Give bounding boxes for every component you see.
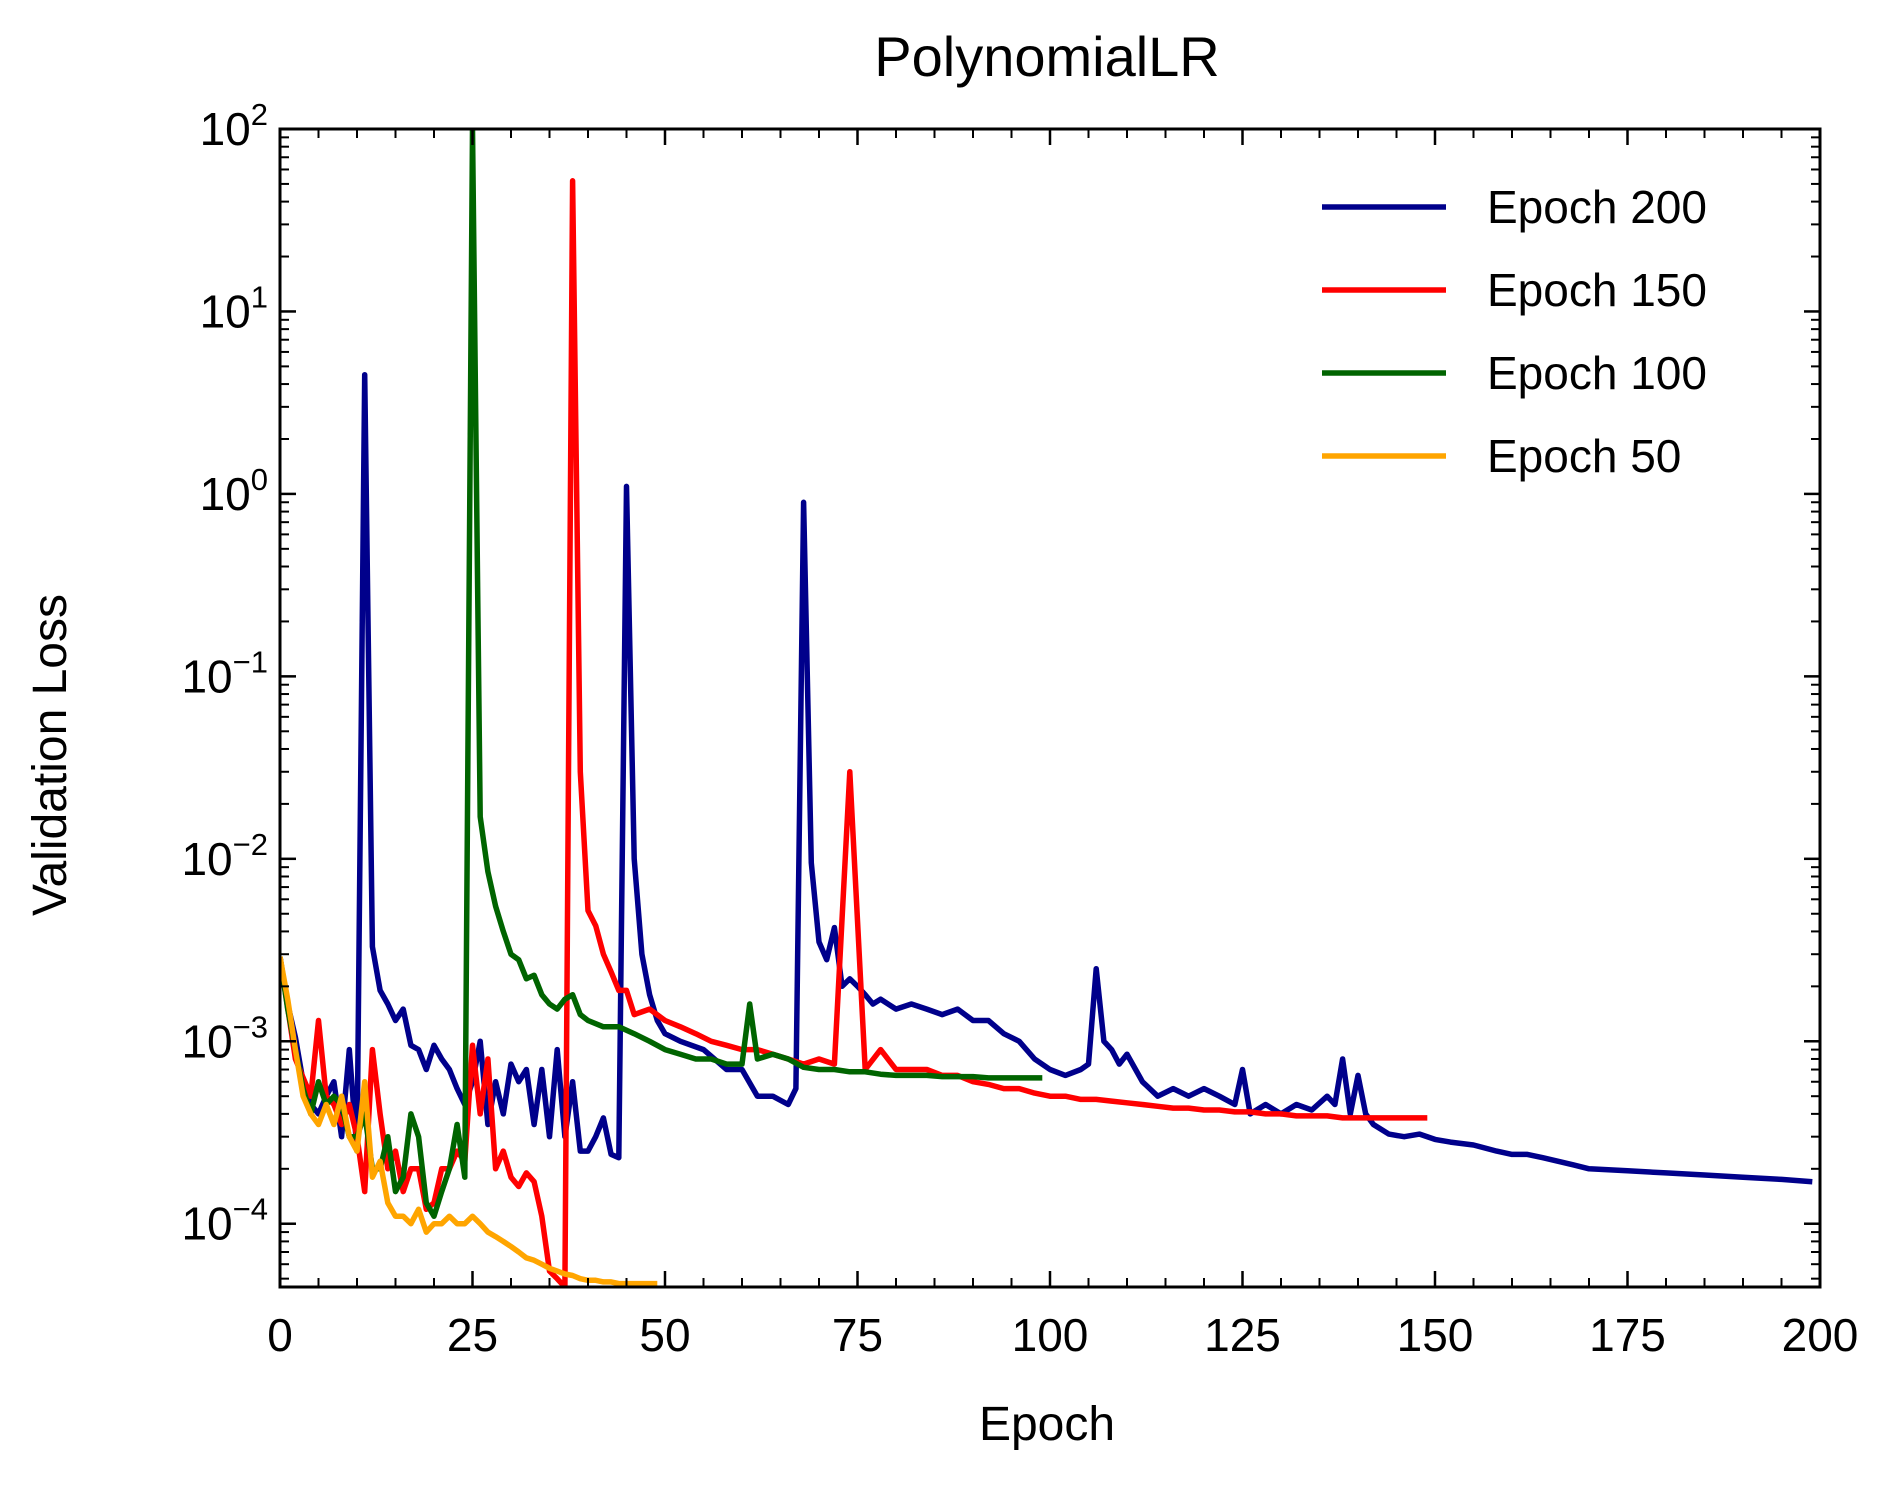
series-line-epoch-100 bbox=[280, 129, 1043, 1219]
legend-label-epoch-150: Epoch 150 bbox=[1487, 264, 1707, 316]
y-tick-label: 102 bbox=[200, 97, 268, 155]
x-tick-label: 100 bbox=[1012, 1309, 1089, 1361]
legend: Epoch 200 Epoch 150 Epoch 100 Epoch 50 bbox=[1322, 181, 1707, 482]
y-tick-exponent: −3 bbox=[233, 1009, 268, 1044]
x-tick-label: 25 bbox=[447, 1309, 498, 1361]
chart-title: PolynomialLR bbox=[874, 25, 1220, 88]
x-tick-label: 50 bbox=[639, 1309, 690, 1361]
x-tick-label: 200 bbox=[1782, 1309, 1859, 1361]
y-tick-base: 10 bbox=[181, 1015, 232, 1067]
x-tick-label: 150 bbox=[1397, 1309, 1474, 1361]
y-tick-base: 10 bbox=[200, 285, 251, 337]
x-axis-label: Epoch bbox=[979, 1398, 1115, 1451]
y-tick-exponent: 1 bbox=[251, 279, 268, 314]
series-line-epoch-50 bbox=[280, 956, 658, 1287]
y-tick-label: 10−2 bbox=[181, 827, 268, 885]
y-tick-label: 101 bbox=[200, 279, 268, 337]
y-tick-base: 10 bbox=[200, 103, 251, 155]
y-tick-label: 100 bbox=[200, 462, 268, 520]
x-tick-label: 0 bbox=[267, 1309, 293, 1361]
y-tick-base: 10 bbox=[181, 1198, 232, 1250]
y-tick-base: 10 bbox=[181, 833, 232, 885]
legend-label-epoch-50: Epoch 50 bbox=[1487, 430, 1681, 482]
x-tick-label: 75 bbox=[832, 1309, 883, 1361]
y-tick-label: 10−1 bbox=[181, 644, 268, 702]
y-tick-label: 10−3 bbox=[181, 1009, 268, 1067]
y-tick-exponent: −2 bbox=[233, 827, 268, 862]
y-tick-exponent: 0 bbox=[251, 462, 268, 497]
series-lines bbox=[280, 129, 1813, 1287]
series-line-epoch-150 bbox=[280, 178, 1428, 1287]
y-axis-label: Validation Loss bbox=[24, 594, 77, 916]
series-line-epoch-200 bbox=[280, 371, 1813, 1185]
plot-area: 0 25 50 75 100 125 150 175 20010−410−310−210−110… bbox=[181, 97, 1858, 1361]
x-tick-label: 125 bbox=[1204, 1309, 1281, 1361]
y-tick-label: 10−4 bbox=[181, 1192, 268, 1250]
y-tick-exponent: −1 bbox=[233, 644, 268, 679]
legend-label-epoch-100: Epoch 100 bbox=[1487, 347, 1707, 399]
y-tick-exponent: −4 bbox=[233, 1192, 268, 1227]
y-tick-base: 10 bbox=[181, 650, 232, 702]
y-tick-base: 10 bbox=[200, 468, 251, 520]
x-tick-label: 175 bbox=[1589, 1309, 1666, 1361]
legend-label-epoch-200: Epoch 200 bbox=[1487, 181, 1707, 233]
y-tick-exponent: 2 bbox=[251, 97, 268, 132]
